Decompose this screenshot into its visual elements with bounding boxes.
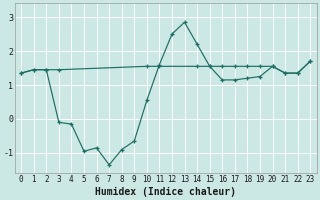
X-axis label: Humidex (Indice chaleur): Humidex (Indice chaleur) [95, 186, 236, 197]
